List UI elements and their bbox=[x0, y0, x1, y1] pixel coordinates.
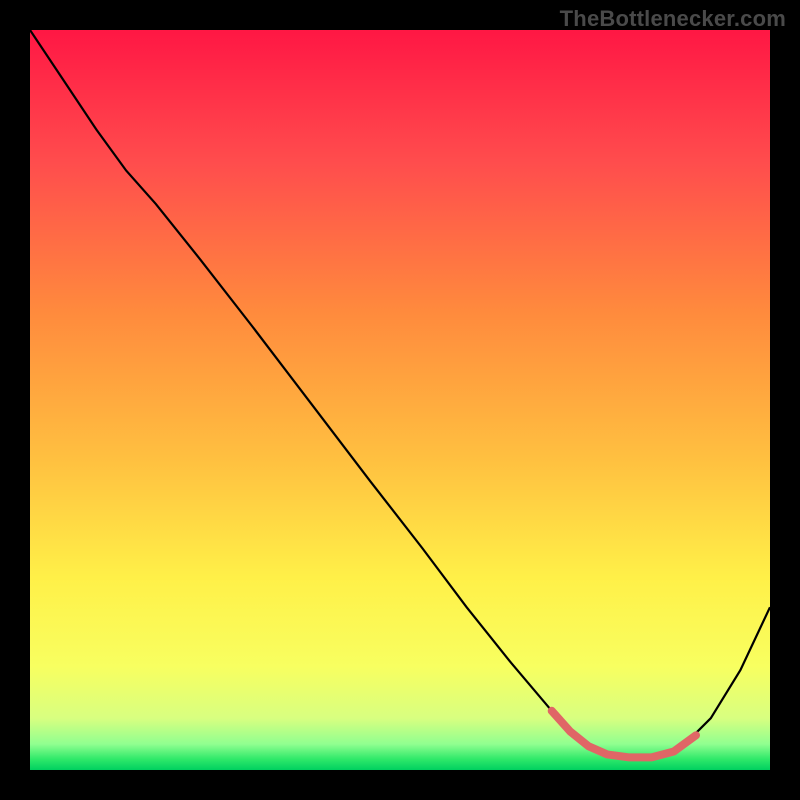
highlight-curve bbox=[552, 711, 696, 758]
watermark-text: TheBottlenecker.com bbox=[560, 6, 786, 32]
plot-area bbox=[30, 30, 770, 770]
chart-canvas: TheBottlenecker.com bbox=[0, 0, 800, 800]
main-curve bbox=[30, 30, 770, 757]
curve-layer bbox=[30, 30, 770, 770]
